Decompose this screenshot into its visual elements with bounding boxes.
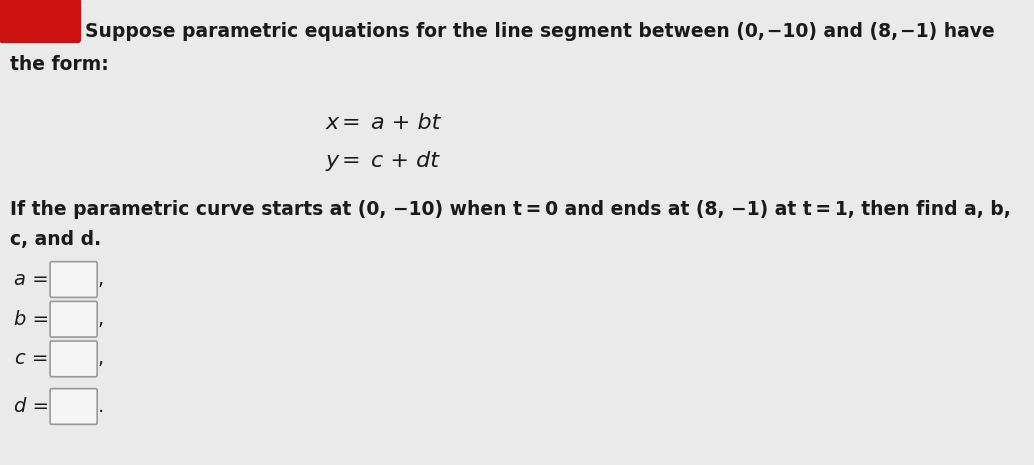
- Text: a + bt: a + bt: [370, 113, 440, 133]
- Text: .: .: [98, 397, 104, 416]
- Text: c + dt: c + dt: [370, 151, 438, 171]
- FancyBboxPatch shape: [50, 341, 97, 377]
- Text: ,: ,: [98, 310, 104, 329]
- FancyBboxPatch shape: [0, 0, 81, 42]
- Text: Suppose parametric equations for the line segment between (0, −10) and (8, −1) h: Suppose parametric equations for the lin…: [85, 22, 995, 41]
- FancyBboxPatch shape: [50, 301, 97, 337]
- Text: y: y: [326, 151, 339, 171]
- Text: If the parametric curve starts at (0, −10) when t = 0 and ends at (8, −1) at t =: If the parametric curve starts at (0, −1…: [10, 200, 1011, 219]
- FancyBboxPatch shape: [50, 262, 97, 298]
- Text: ,: ,: [98, 349, 104, 368]
- Text: the form:: the form:: [10, 55, 109, 74]
- FancyBboxPatch shape: [50, 389, 97, 425]
- Text: d =: d =: [13, 397, 49, 416]
- Text: a =: a =: [13, 270, 49, 289]
- Text: c, and d.: c, and d.: [10, 230, 101, 249]
- Text: ,: ,: [98, 270, 104, 289]
- Text: b =: b =: [13, 310, 49, 329]
- Text: c =: c =: [16, 349, 49, 368]
- Text: =: =: [341, 151, 360, 171]
- Text: =: =: [341, 113, 360, 133]
- Text: x: x: [326, 113, 339, 133]
